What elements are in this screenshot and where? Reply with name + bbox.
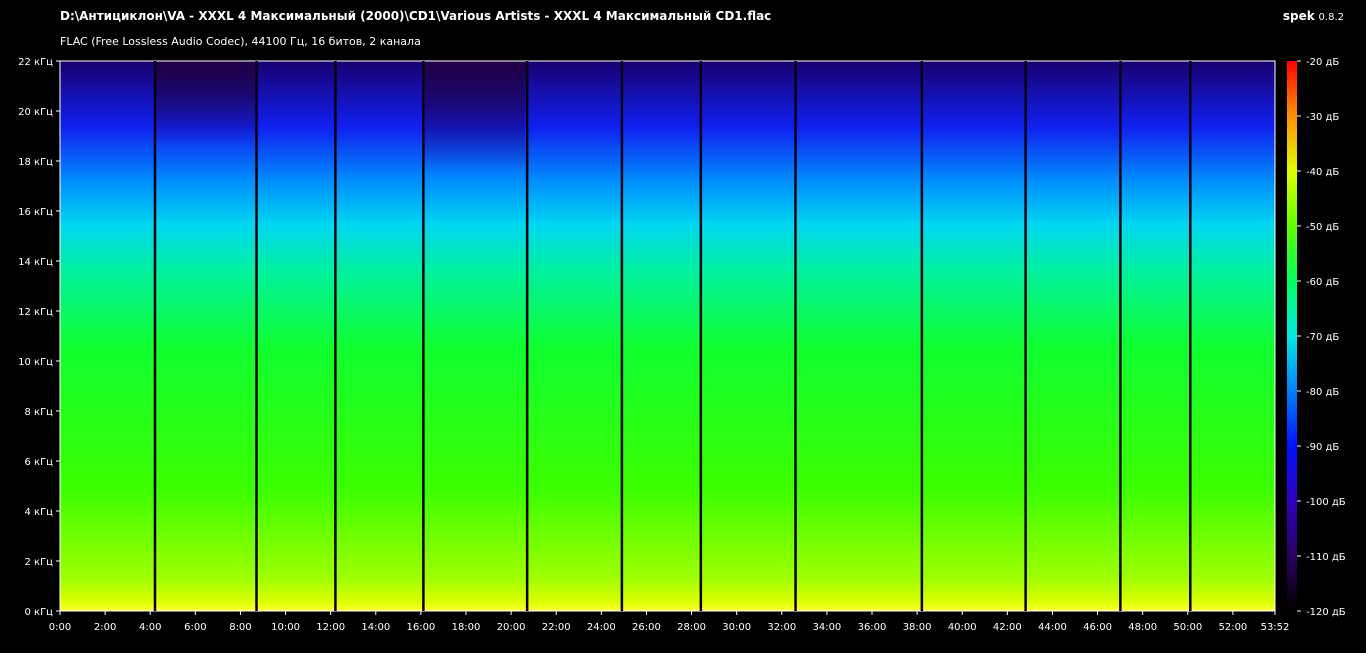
track-boundary — [620, 61, 624, 611]
file-path-title: D:\Антициклон\VA - XXXL 4 Максимальный (… — [60, 9, 772, 23]
track-boundary — [255, 61, 258, 611]
track-boundary — [794, 61, 797, 611]
freq-tick-label: 14 кГц — [18, 257, 53, 268]
track-boundary — [920, 61, 924, 611]
db-tick-label: -90 дБ — [1306, 442, 1339, 453]
time-tick-label: 10:00 — [271, 622, 300, 633]
time-tick-label: 38:00 — [903, 622, 932, 633]
freq-tick-label: 6 кГц — [25, 457, 54, 468]
time-tick-label: 22:00 — [542, 622, 571, 633]
spectrogram-plot — [60, 61, 1275, 611]
time-tick-label: 28:00 — [677, 622, 706, 633]
freq-tick-label: 16 кГц — [18, 207, 53, 218]
track-boundary — [699, 61, 703, 611]
plot-frame — [59, 60, 1276, 612]
time-tick-label: 44:00 — [1038, 622, 1067, 633]
time-tick-label: 12:00 — [316, 622, 345, 633]
time-tick-label: 26:00 — [632, 622, 661, 633]
time-tick-label: 40:00 — [948, 622, 977, 633]
time-tick-label: 42:00 — [993, 622, 1022, 633]
time-tick-label: 52:00 — [1218, 622, 1247, 633]
freq-tick-label: 8 кГц — [25, 407, 54, 418]
time-tick-label: 53:52 — [1261, 622, 1290, 633]
time-tick-label: 36:00 — [858, 622, 887, 633]
freq-tick-label: 18 кГц — [18, 157, 53, 168]
time-tick-label: 18:00 — [452, 622, 481, 633]
freq-tick-label: 2 кГц — [25, 557, 54, 568]
freq-tick-label: 20 кГц — [18, 107, 53, 118]
db-tick-label: -100 дБ — [1306, 497, 1346, 508]
track-boundary — [334, 61, 337, 611]
db-tick-label: -20 дБ — [1306, 57, 1339, 68]
db-tick-label: -110 дБ — [1306, 552, 1346, 563]
freq-tick-label: 10 кГц — [18, 357, 53, 368]
freq-tick-label: 4 кГц — [25, 507, 54, 518]
time-tick-label: 20:00 — [497, 622, 526, 633]
db-tick-label: -60 дБ — [1306, 277, 1339, 288]
time-tick-label: 48:00 — [1128, 622, 1157, 633]
time-tick-label: 30:00 — [722, 622, 751, 633]
spectrogram-dark-region — [425, 61, 525, 171]
time-tick-label: 6:00 — [184, 622, 206, 633]
time-tick-label: 8:00 — [229, 622, 251, 633]
codec-info: FLAC (Free Lossless Audio Codec), 44100 … — [60, 35, 421, 48]
track-boundary — [525, 61, 529, 611]
time-tick-label: 14:00 — [361, 622, 390, 633]
db-tick-label: -40 дБ — [1306, 167, 1339, 178]
time-tick-label: 4:00 — [139, 622, 161, 633]
freq-tick-label: 0 кГц — [25, 607, 54, 618]
time-tick-label: 16:00 — [406, 622, 435, 633]
spectrogram-dark-region — [155, 61, 255, 146]
track-boundary — [1119, 61, 1122, 611]
app-version: 0.8.2 — [1318, 12, 1344, 23]
freq-tick-label: 22 кГц — [18, 57, 53, 68]
track-boundary — [153, 61, 157, 611]
freq-tick-label: 12 кГц — [18, 307, 53, 318]
track-boundary — [1024, 61, 1027, 611]
track-boundary — [1189, 61, 1192, 611]
time-tick-label: 34:00 — [812, 622, 841, 633]
db-tick-label: -50 дБ — [1306, 222, 1339, 233]
time-tick-label: 0:00 — [49, 622, 71, 633]
db-tick-label: -80 дБ — [1306, 387, 1339, 398]
time-tick-label: 24:00 — [587, 622, 616, 633]
time-tick-label: 50:00 — [1173, 622, 1202, 633]
db-tick-label: -30 дБ — [1306, 112, 1339, 123]
time-tick-label: 46:00 — [1083, 622, 1112, 633]
db-color-scale — [1287, 61, 1297, 611]
time-tick-label: 2:00 — [94, 622, 116, 633]
time-tick-label: 32:00 — [767, 622, 796, 633]
app-badge: spek 0.8.2 — [1283, 9, 1344, 23]
track-boundary — [422, 61, 425, 611]
db-tick-label: -70 дБ — [1306, 332, 1339, 343]
db-tick-label: -120 дБ — [1306, 607, 1346, 618]
app-name: spek — [1282, 9, 1315, 23]
